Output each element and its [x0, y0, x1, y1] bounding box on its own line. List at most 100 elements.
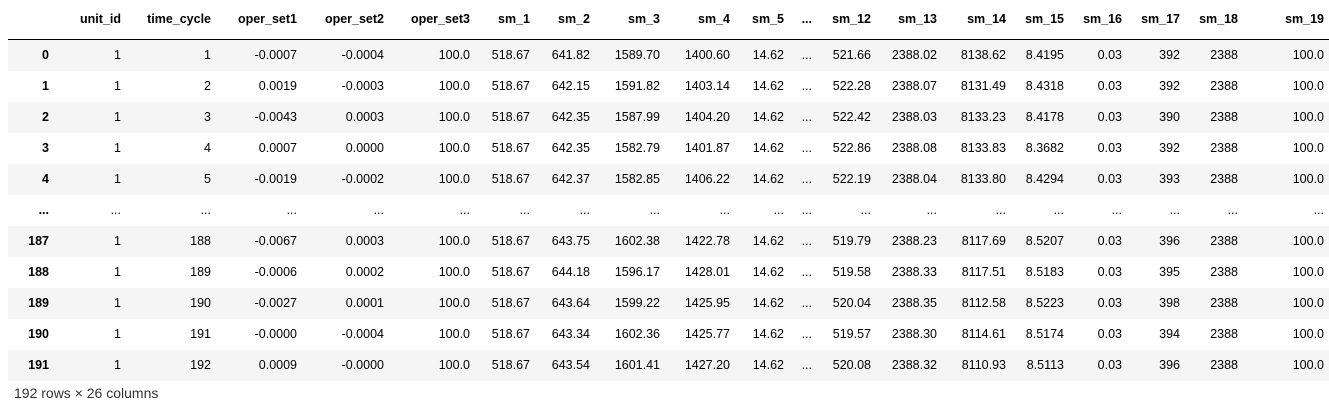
table-cell: ... — [801, 172, 812, 186]
table-cell: 1427.20 — [684, 358, 730, 372]
table-cell: 8.4294 — [1025, 172, 1064, 186]
table-row: 189 1 190 -0.0027 0.0001 100.0 518.67 643.64 159… — [8, 288, 1329, 319]
table-cell: 14.62 — [752, 48, 784, 62]
table-cell: 191 — [190, 327, 211, 341]
table-cell: 390 — [1159, 110, 1180, 124]
table-cell: 518.67 — [491, 358, 530, 372]
table-cell: 8110.93 — [961, 358, 1006, 372]
table-cell: 1602.38 — [614, 234, 660, 248]
table-body: 0 1 1 -0.0007 -0.0004 100.0 518.67 641.82 1589.7… — [8, 39, 1329, 381]
table-cell: 643.34 — [551, 327, 590, 341]
table-cell: 100.0 — [1292, 48, 1324, 62]
table-cell: 395 — [1159, 265, 1180, 279]
table-cell: -0.0043 — [254, 110, 297, 124]
table-cell: 642.35 — [551, 110, 590, 124]
table-cell: 1425.77 — [684, 327, 730, 341]
dataframe-table: unit_id time_cycle oper_set1 oper_set2 oper_… — [8, 0, 1329, 381]
table-cell: 641.82 — [551, 48, 590, 62]
table-cell: 100.0 — [1292, 265, 1324, 279]
table-cell: 0.03 — [1097, 110, 1122, 124]
row-index: 189 — [28, 296, 49, 310]
table-cell: ... — [373, 203, 384, 217]
table-cell: ... — [1313, 203, 1324, 217]
table-cell: -0.0003 — [341, 79, 384, 93]
table-cell: 8117.69 — [961, 234, 1006, 248]
table-cell: 1 — [114, 358, 121, 372]
table-cell: 100.0 — [438, 79, 470, 93]
column-header: unit_id — [54, 0, 126, 40]
table-cell: 1 — [114, 327, 121, 341]
table-cell: -0.0006 — [254, 265, 297, 279]
table-cell: 1591.82 — [614, 79, 660, 93]
table-cell: 1589.70 — [614, 48, 660, 62]
column-header: sm_19 — [1243, 0, 1329, 40]
table-cell: ... — [801, 358, 812, 372]
table-cell: 522.28 — [832, 79, 871, 93]
table-cell: 100.0 — [1292, 296, 1324, 310]
table-cell: -0.0004 — [341, 48, 384, 62]
table-cell: 2388.23 — [891, 234, 937, 248]
table-cell: 2388.04 — [891, 172, 937, 186]
table-cell: 0.03 — [1097, 327, 1122, 341]
table-cell: -0.0027 — [254, 296, 297, 310]
table-cell: 522.42 — [832, 110, 871, 124]
column-header: sm_4 — [665, 0, 735, 40]
table-cell: 100.0 — [438, 265, 470, 279]
table-cell: ... — [995, 203, 1006, 217]
table-cell: 2388 — [1210, 234, 1238, 248]
table-cell: 100.0 — [1292, 110, 1324, 124]
table-cell: 518.67 — [491, 296, 530, 310]
table-cell: 520.04 — [832, 296, 871, 310]
table-cell: ... — [801, 141, 812, 155]
table-cell: 2388.35 — [891, 296, 937, 310]
table-cell: 8138.62 — [960, 48, 1006, 62]
table-cell: 14.62 — [752, 141, 784, 155]
table-cell: ... — [801, 234, 812, 248]
table-cell: 392 — [1159, 141, 1180, 155]
table-cell: ... — [801, 265, 812, 279]
table-cell: 8.5207 — [1025, 234, 1064, 248]
table-cell: 518.67 — [491, 172, 530, 186]
column-header: sm_17 — [1127, 0, 1185, 40]
table-cell: 519.79 — [832, 234, 871, 248]
table-cell: 100.0 — [1292, 79, 1324, 93]
table-cell: 100.0 — [1292, 141, 1324, 155]
table-cell: 0.03 — [1097, 358, 1122, 372]
table-cell: 518.67 — [491, 327, 530, 341]
header-row: unit_id time_cycle oper_set1 oper_set2 oper_… — [8, 0, 1329, 40]
table-cell: ... — [801, 79, 812, 93]
table-cell: ... — [773, 203, 784, 217]
table-cell: 519.57 — [832, 327, 871, 341]
table-cell: 0.03 — [1097, 265, 1122, 279]
table-cell: -0.0000 — [341, 358, 384, 372]
table-cell: 14.62 — [752, 172, 784, 186]
table-cell: ... — [801, 203, 812, 217]
table-cell: ... — [1169, 203, 1180, 217]
table-row: 1 1 2 0.0019 -0.0003 100.0 518.67 642.15 1591.82… — [8, 71, 1329, 102]
table-cell: 2388 — [1210, 110, 1238, 124]
table-cell: -0.0007 — [254, 48, 297, 62]
table-cell: 14.62 — [752, 79, 784, 93]
table-cell: 100.0 — [438, 141, 470, 155]
table-cell: 192 — [190, 358, 211, 372]
table-cell: 1601.41 — [614, 358, 660, 372]
table-cell: 518.67 — [491, 79, 530, 93]
row-index: ... — [38, 203, 49, 217]
column-header: sm_15 — [1011, 0, 1069, 40]
column-header: ... — [789, 0, 817, 40]
table-cell: 8.5183 — [1025, 265, 1064, 279]
column-header: oper_set3 — [389, 0, 475, 40]
table-cell: 1400.60 — [684, 48, 730, 62]
table-cell: ... — [1111, 203, 1122, 217]
table-cell: 396 — [1159, 234, 1180, 248]
table-cell: 189 — [190, 265, 211, 279]
table-cell: ... — [286, 203, 297, 217]
table-cell: 8.3682 — [1025, 141, 1064, 155]
table-cell: 8.5223 — [1025, 296, 1064, 310]
table-cell: ... — [801, 327, 812, 341]
table-cell: 1 — [114, 141, 121, 155]
table-cell: 0.0001 — [345, 296, 384, 310]
table-cell: 392 — [1159, 79, 1180, 93]
column-header: sm_5 — [735, 0, 789, 40]
